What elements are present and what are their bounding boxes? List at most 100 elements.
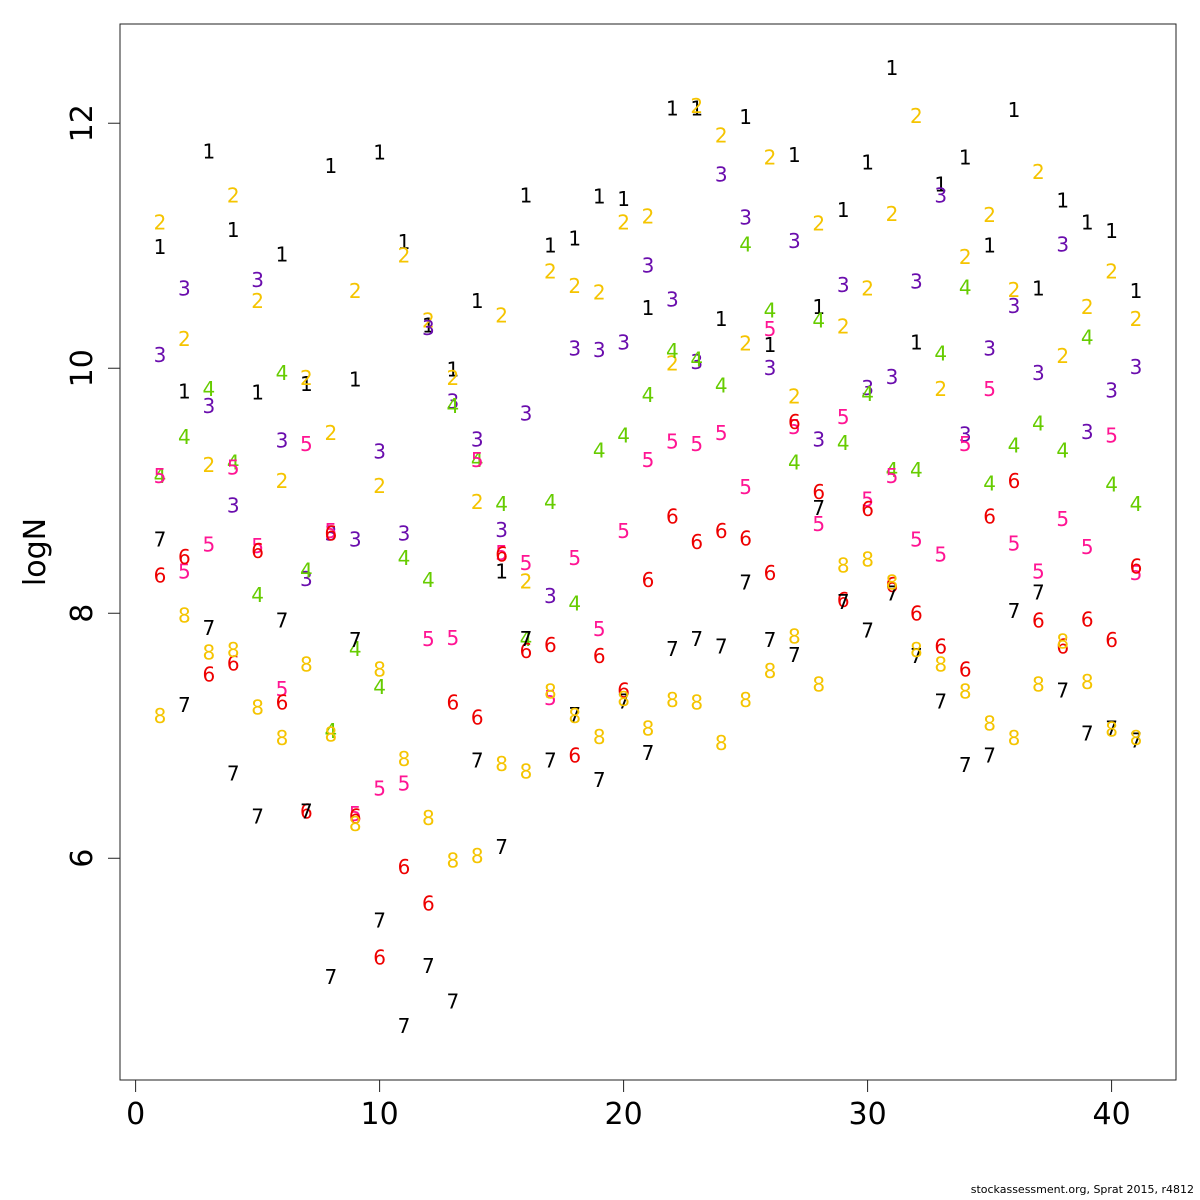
data-point-age-1: 1 xyxy=(227,218,240,242)
data-point-age-8: 8 xyxy=(349,812,362,836)
data-point-age-7: 7 xyxy=(666,637,679,661)
data-point-age-5: 5 xyxy=(422,627,435,651)
data-point-age-1: 1 xyxy=(1130,279,1143,303)
data-point-age-7: 7 xyxy=(690,627,703,651)
data-point-age-4: 4 xyxy=(715,373,728,397)
data-point-age-4: 4 xyxy=(1081,326,1094,350)
data-point-age-7: 7 xyxy=(520,627,533,651)
data-point-age-3: 3 xyxy=(251,268,264,292)
data-point-age-7: 7 xyxy=(373,909,386,933)
data-point-age-3: 3 xyxy=(1056,233,1069,257)
data-point-age-6: 6 xyxy=(983,504,996,528)
data-point-age-5: 5 xyxy=(1056,507,1069,531)
data-point-age-5: 5 xyxy=(959,432,972,456)
data-point-age-7: 7 xyxy=(178,693,191,717)
data-point-age-3: 3 xyxy=(398,522,411,546)
data-point-age-3: 3 xyxy=(788,229,801,253)
data-point-age-7: 7 xyxy=(593,768,606,792)
data-point-age-4: 4 xyxy=(446,394,459,418)
data-point-age-6: 6 xyxy=(324,522,337,546)
data-point-age-6: 6 xyxy=(593,644,606,668)
data-point-age-3: 3 xyxy=(154,343,167,367)
data-point-age-6: 6 xyxy=(715,519,728,543)
data-point-age-4: 4 xyxy=(812,308,825,332)
data-point-age-1: 1 xyxy=(1032,277,1045,301)
data-point-age-7: 7 xyxy=(1130,729,1143,753)
data-point-age-6: 6 xyxy=(1081,607,1094,631)
data-point-age-1: 1 xyxy=(837,198,850,222)
data-point-age-2: 2 xyxy=(227,184,240,208)
data-point-age-2: 2 xyxy=(495,304,508,328)
data-point-age-1: 1 xyxy=(422,313,435,337)
data-point-age-1: 1 xyxy=(739,105,752,129)
data-point-age-2: 2 xyxy=(642,204,655,228)
data-point-age-4: 4 xyxy=(739,233,752,257)
data-point-age-7: 7 xyxy=(1008,599,1021,623)
data-point-age-1: 1 xyxy=(715,307,728,331)
data-point-age-7: 7 xyxy=(715,634,728,658)
data-point-age-8: 8 xyxy=(251,696,264,720)
data-point-age-1: 1 xyxy=(373,141,386,165)
data-point-age-1: 1 xyxy=(520,184,533,208)
data-point-age-3: 3 xyxy=(934,184,947,208)
data-point-age-1: 1 xyxy=(690,97,703,121)
data-point-age-2: 2 xyxy=(837,315,850,339)
data-point-age-3: 3 xyxy=(739,206,752,230)
data-point-age-3: 3 xyxy=(1130,355,1143,379)
data-point-age-1: 1 xyxy=(1105,219,1118,243)
x-tick-label: 40 xyxy=(1092,1097,1130,1132)
data-point-age-5: 5 xyxy=(617,519,630,543)
data-point-age-7: 7 xyxy=(1056,678,1069,702)
data-point-age-6: 6 xyxy=(910,601,923,625)
data-point-age-7: 7 xyxy=(837,590,850,614)
data-point-age-3: 3 xyxy=(1105,378,1118,402)
data-point-age-4: 4 xyxy=(983,471,996,495)
data-point-age-8: 8 xyxy=(861,547,874,571)
data-point-age-7: 7 xyxy=(886,582,899,606)
data-point-age-1: 1 xyxy=(324,154,337,178)
data-point-age-3: 3 xyxy=(202,394,215,418)
data-point-age-2: 2 xyxy=(373,474,386,498)
data-point-age-2: 2 xyxy=(202,453,215,477)
data-point-age-7: 7 xyxy=(471,748,484,772)
data-point-age-8: 8 xyxy=(886,571,899,595)
data-point-age-5: 5 xyxy=(324,519,337,543)
data-point-age-4: 4 xyxy=(1032,411,1045,435)
footer-credit: stockassessment.org, Sprat 2015, r4812 xyxy=(970,1183,1194,1196)
data-point-age-6: 6 xyxy=(251,539,264,563)
data-point-age-6: 6 xyxy=(471,705,484,729)
data-point-age-8: 8 xyxy=(617,687,630,711)
data-point-age-1: 1 xyxy=(642,296,655,320)
data-point-age-2: 2 xyxy=(959,245,972,269)
data-point-age-8: 8 xyxy=(398,747,411,771)
data-point-age-6: 6 xyxy=(276,691,289,715)
data-point-age-2: 2 xyxy=(1056,344,1069,368)
data-point-age-4: 4 xyxy=(227,451,240,475)
data-point-age-8: 8 xyxy=(812,672,825,696)
y-axis-title: logN xyxy=(18,518,53,586)
data-point-age-1: 1 xyxy=(568,226,581,250)
data-point-age-5: 5 xyxy=(544,686,557,710)
data-point-age-2: 2 xyxy=(251,289,264,313)
data-point-age-6: 6 xyxy=(495,542,508,566)
data-point-age-3: 3 xyxy=(812,427,825,451)
data-point-age-7: 7 xyxy=(300,800,313,824)
data-point-age-4: 4 xyxy=(1056,438,1069,462)
data-point-age-6: 6 xyxy=(422,892,435,916)
data-point-age-1: 1 xyxy=(666,97,679,121)
data-point-age-4: 4 xyxy=(593,438,606,462)
data-point-age-5: 5 xyxy=(642,448,655,472)
data-point-age-8: 8 xyxy=(910,638,923,662)
data-point-age-2: 2 xyxy=(154,210,167,234)
data-point-age-3: 3 xyxy=(983,337,996,361)
data-point-age-4: 4 xyxy=(959,275,972,299)
data-point-age-2: 2 xyxy=(861,277,874,301)
data-point-age-7: 7 xyxy=(1081,721,1094,745)
data-point-age-7: 7 xyxy=(764,628,777,652)
data-point-age-2: 2 xyxy=(1130,307,1143,331)
data-point-age-6: 6 xyxy=(544,633,557,657)
data-point-age-2: 2 xyxy=(520,569,533,593)
